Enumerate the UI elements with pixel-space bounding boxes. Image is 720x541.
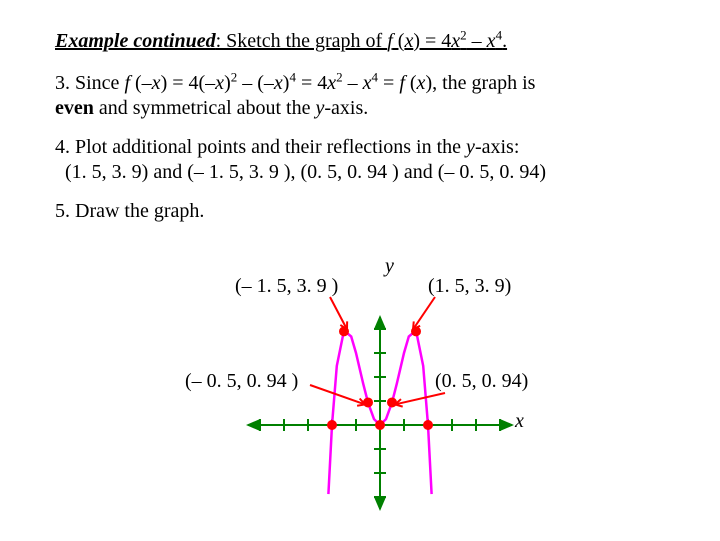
step-3: 3. Since f (–x) = 4(–x)2 – (–x)4 = 4x2 –… [55,71,665,121]
title-rest: : Sketch the graph of f (x) = 4x2 – x4. [216,30,507,52]
y-axis-label: y [385,255,394,278]
label-top-left: (– 1. 5, 3. 9 ) [235,275,338,298]
step-5: 5. Draw the graph. [55,199,665,224]
step-4: 4. Plot additional points and their refl… [55,135,665,185]
x-axis-label: x [515,410,524,433]
graph: y x (– 1. 5, 3. 9 ) (1. 5, 3. 9) (– 0. 5… [180,255,580,535]
label-bot-right: (0. 5, 0. 94) [435,370,528,393]
label-top-right: (1. 5, 3. 9) [428,275,511,298]
title: Example continued: Sketch the graph of f… [55,30,665,53]
title-lead: Example continued [55,30,216,52]
label-bot-left: (– 0. 5, 0. 94 ) [185,370,298,393]
